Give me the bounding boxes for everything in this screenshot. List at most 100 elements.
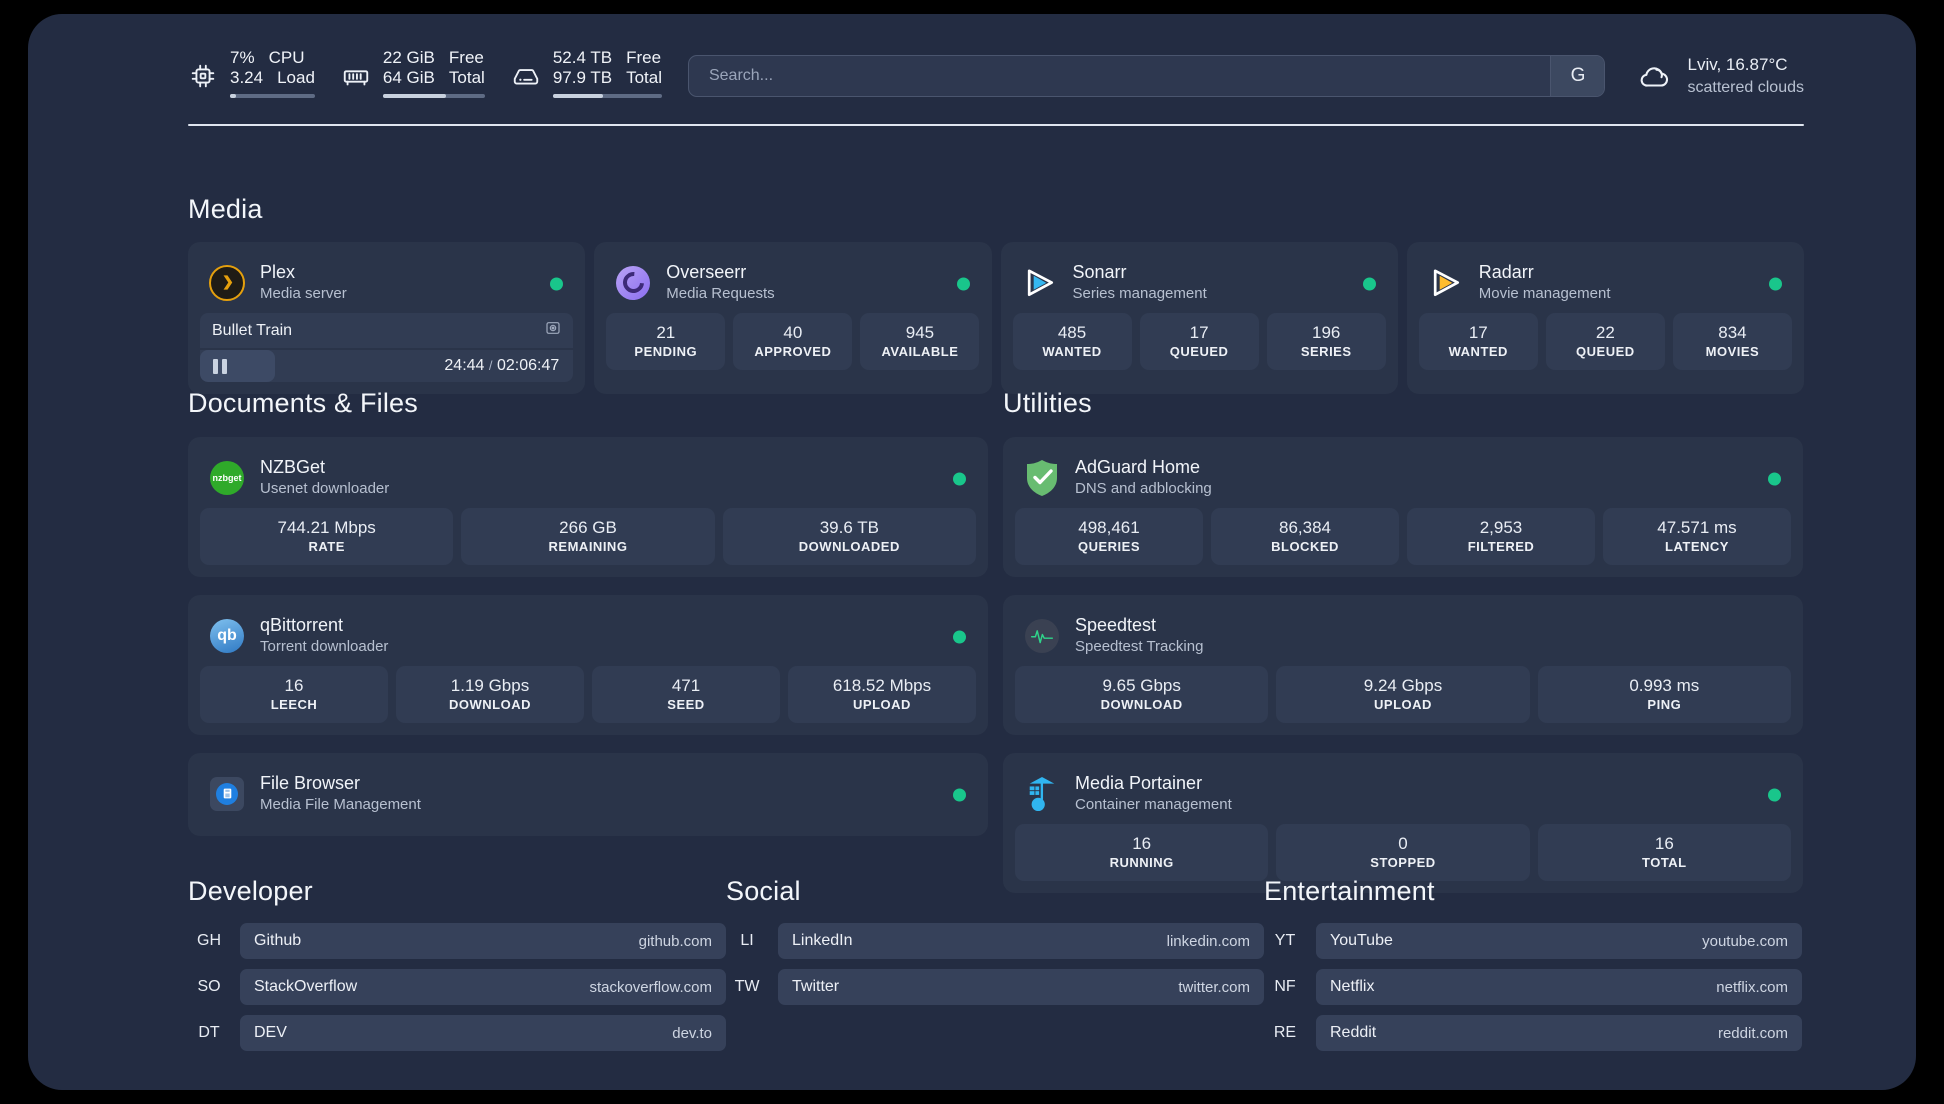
stat-label: SEED xyxy=(667,697,705,712)
bookmark-url: dev.to xyxy=(672,1024,712,1042)
system-stat-disk: 52.4 TB Free 97.9 TB Total xyxy=(511,48,662,104)
overseerr-icon xyxy=(614,264,652,302)
stat-seed: 471 SEED xyxy=(592,666,780,723)
service-card-speedtest[interactable]: Speedtest Speedtest Tracking 9.65 Gbps D… xyxy=(1003,595,1803,735)
service-stats-row: 16 LEECH 1.19 Gbps DOWNLOAD 471 SEED 618.52… xyxy=(200,666,976,723)
bookmark-item[interactable]: RE Reddit reddit.com xyxy=(1264,1015,1802,1051)
bookmark-link[interactable]: LinkedIn linkedin.com xyxy=(778,923,1264,959)
bookmark-abbr: GH xyxy=(197,932,221,949)
stat-label: FILTERED xyxy=(1467,539,1535,554)
service-card-header: Speedtest Speedtest Tracking xyxy=(1015,607,1791,666)
bookmark-link[interactable]: Reddit reddit.com xyxy=(1316,1015,1802,1051)
search-input[interactable] xyxy=(688,56,1551,96)
service-card-header: File Browser Media File Management xyxy=(200,765,976,824)
pause-icon[interactable] xyxy=(213,358,227,374)
status-indicator-online xyxy=(953,472,966,485)
bookmark-item[interactable]: GH Github github.com xyxy=(188,923,726,959)
service-card-qbittorrent[interactable]: qb qBittorrent Torrent downloader 16 LEE… xyxy=(188,595,988,735)
stat-value: 40 xyxy=(783,323,803,342)
bookmark-abbr: RE xyxy=(1273,1024,1297,1041)
stat-value: 2,953 xyxy=(1479,518,1523,537)
service-card-file-browser[interactable]: File Browser Media File Management xyxy=(188,753,988,836)
service-description: Media File Management xyxy=(260,796,421,813)
status-indicator-online xyxy=(550,277,564,290)
service-description: Media server xyxy=(260,285,347,302)
bookmark-group-title: Entertainment xyxy=(1264,876,1435,906)
stat-label: QUEUED xyxy=(1576,344,1635,359)
bookmark-link[interactable]: Twitter twitter.com xyxy=(778,969,1264,1005)
bookmark-item[interactable]: NF Netflix netflix.com xyxy=(1264,969,1802,1005)
stat-value: 9.24 Gbps xyxy=(1363,676,1443,695)
bookmark-link[interactable]: Github github.com xyxy=(240,923,726,959)
stat-value: 618.52 Mbps xyxy=(832,676,932,695)
bookmark-link[interactable]: Netflix netflix.com xyxy=(1316,969,1802,1005)
service-name: qBittorrent xyxy=(260,615,344,635)
service-description: Speedtest Tracking xyxy=(1075,638,1204,655)
system-stat-label-1: Free xyxy=(626,48,662,67)
service-card-adguard-home[interactable]: AdGuard Home DNS and adblocking 498,461 … xyxy=(1003,437,1803,577)
service-name: AdGuard Home xyxy=(1075,457,1201,477)
system-stat-label-2: Total xyxy=(626,68,662,87)
stat-upload: 9.24 Gbps UPLOAD xyxy=(1276,666,1530,723)
service-description: Torrent downloader xyxy=(260,638,389,655)
stat-queued: 22 QUEUED xyxy=(1545,313,1665,370)
weather-widget: Lviv, 16.87°C scattered clouds xyxy=(1635,55,1804,97)
system-stat-label-1: Free xyxy=(448,48,484,67)
service-stats-row: 744.21 Mbps RATE 266 GB REMAINING 39.6 TB … xyxy=(200,508,976,565)
service-card-header: Overseerr Media Requests xyxy=(606,254,979,313)
service-card-radarr[interactable]: Radarr Movie management 17 WANTED 22 QUEU… xyxy=(1406,242,1804,394)
bookmark-link[interactable]: DEV dev.to xyxy=(240,1015,726,1051)
cast-icon[interactable] xyxy=(545,320,561,341)
stat-stopped: 0 STOPPED xyxy=(1276,824,1530,881)
media-card-row: Plex Media server Bullet Train 24:44 / 0… xyxy=(188,242,1804,394)
search-bar[interactable]: G xyxy=(687,55,1606,97)
bookmark-item[interactable]: SO StackOverflow stackoverflow.com xyxy=(188,969,726,1005)
stat-pending: 21 PENDING xyxy=(606,313,726,370)
disk-icon xyxy=(511,61,541,91)
bookmark-item[interactable]: YT YouTube youtube.com xyxy=(1264,923,1802,959)
system-stats-group: 7% CPU 3.24 Load 22 GiB Free 64 GiB Tota… xyxy=(188,48,688,104)
bookmark-abbr: TW xyxy=(734,978,760,995)
dashboard-page: 7% CPU 3.24 Load 22 GiB Free 64 GiB Tota… xyxy=(28,14,1916,1090)
bookmark-item[interactable]: TW Twitter twitter.com xyxy=(726,969,1264,1005)
stat-label: QUEUED xyxy=(1169,344,1229,359)
bookmark-link[interactable]: YouTube youtube.com xyxy=(1316,923,1802,959)
bookmarks-area: Developer GH Github github.com SO StackO… xyxy=(188,876,1804,1061)
stat-running: 16 RUNNING xyxy=(1015,824,1269,881)
stat-label: LEECH xyxy=(270,697,318,712)
search-provider-button[interactable]: G xyxy=(1550,56,1605,96)
bookmark-name: Twitter xyxy=(792,978,840,995)
service-card-sonarr[interactable]: Sonarr Series management 485 WANTED 17 QU… xyxy=(1000,242,1398,394)
service-card-media-portainer[interactable]: Media Portainer Container management 16 … xyxy=(1003,753,1803,893)
stat-value: 16 xyxy=(1654,834,1674,853)
status-indicator-online xyxy=(1768,788,1781,801)
bookmark-abbr: LI xyxy=(740,932,754,949)
status-indicator-online xyxy=(956,277,970,290)
utilities-column: Utilities AdGuard Home DNS and adblockin… xyxy=(1003,388,1803,893)
stat-wanted: 485 WANTED xyxy=(1012,313,1132,370)
bookmark-group-developer: Developer GH Github github.com SO StackO… xyxy=(188,876,726,1061)
stat-label: SERIES xyxy=(1300,344,1352,359)
stat-value: 945 xyxy=(905,323,935,342)
system-stat-label-2: Load xyxy=(277,68,315,87)
service-card-overseerr[interactable]: Overseerr Media Requests 21 PENDING 40 AP… xyxy=(594,242,992,394)
stat-total: 16 TOTAL xyxy=(1537,824,1791,881)
stat-label: QUERIES xyxy=(1077,539,1140,554)
bookmark-link[interactable]: StackOverflow stackoverflow.com xyxy=(240,969,726,1005)
stat-value: 1.19 Gbps xyxy=(450,676,530,695)
now-playing-progress[interactable]: 24:44 / 02:06:47 xyxy=(200,350,574,382)
service-card-nzbget[interactable]: nzbget NZBGet Usenet downloader 744.21 M… xyxy=(188,437,988,577)
stat-wanted: 17 WANTED xyxy=(1418,313,1538,370)
stat-approved: 40 APPROVED xyxy=(733,313,853,370)
stat-value: 498,461 xyxy=(1078,518,1140,537)
stat-label: DOWNLOADED xyxy=(798,539,900,554)
bookmark-group-entertainment: Entertainment YT YouTube youtube.com NF … xyxy=(1264,876,1802,1061)
service-card-plex[interactable]: Plex Media server Bullet Train 24:44 / 0… xyxy=(188,242,586,394)
bookmark-item[interactable]: DT DEV dev.to xyxy=(188,1015,726,1051)
service-name: Radarr xyxy=(1478,262,1534,282)
bookmark-url: stackoverflow.com xyxy=(589,978,712,996)
service-card-header: Radarr Movie management xyxy=(1419,254,1792,313)
stat-label: STOPPED xyxy=(1370,855,1436,870)
service-name: File Browser xyxy=(260,773,361,793)
bookmark-item[interactable]: LI LinkedIn linkedin.com xyxy=(726,923,1264,959)
